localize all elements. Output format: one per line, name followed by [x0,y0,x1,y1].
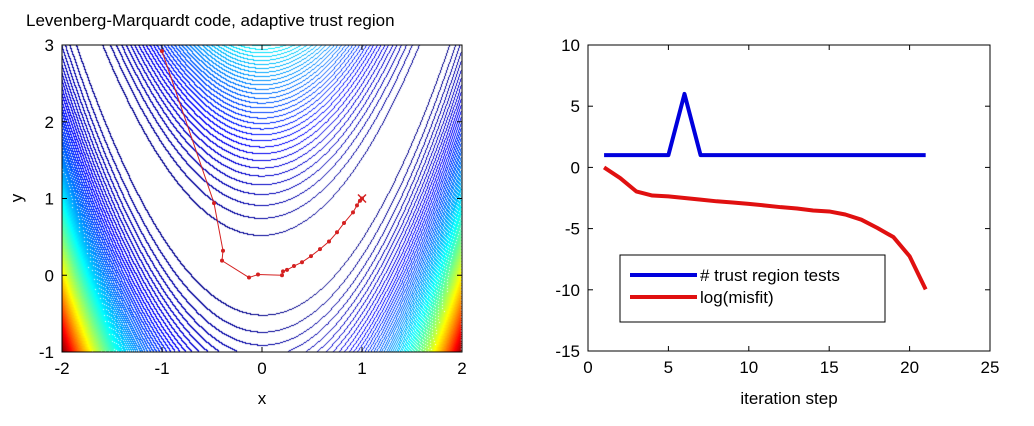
path-point [280,273,284,278]
y-tick-label: 2 [45,113,54,132]
path-point [318,247,322,252]
legend-label: log(misfit) [700,288,774,307]
left-axes-box [61,44,463,353]
left-title: Levenberg-Marquardt code, adaptive trust… [26,11,395,30]
path-point [342,221,346,226]
path-point [309,254,313,259]
end-marker [357,193,367,204]
y-tick-label: -5 [565,220,580,239]
path-point [160,49,164,54]
x-tick-label: 1 [357,359,366,378]
y-tick-label: 5 [571,97,580,116]
y-tick-label: -1 [39,343,54,362]
series-line-1 [602,165,928,291]
x-tick-label: 15 [820,358,839,377]
path-point [247,275,251,280]
path-point [220,258,224,263]
right-xlabel: iteration step [740,389,837,408]
y-tick-label: 0 [571,158,580,177]
path-point [212,201,216,206]
path-point [335,230,339,235]
path-point [281,269,285,274]
y-tick-label: -15 [555,342,580,361]
y-tick-label: -10 [555,281,580,300]
x-tick-label: -2 [54,359,69,378]
legend-box [619,254,886,323]
path-point [327,239,331,244]
x-tick-label: 0 [583,358,592,377]
path-point [256,272,260,277]
path-point [292,264,296,269]
path-point [355,203,359,208]
y-tick-label: 0 [45,266,54,285]
path-point [300,260,304,265]
legend-label: # trust region tests [700,266,840,285]
y-tick-label: 10 [561,36,580,55]
path-point [351,210,355,215]
x-tick-label: 10 [739,358,758,377]
x-tick-label: 2 [457,359,466,378]
x-tick-label: 5 [664,358,673,377]
x-tick-label: -1 [154,359,169,378]
path-point [221,248,225,253]
x-tick-label: 25 [981,358,1000,377]
optimization-path [161,50,363,279]
y-tick-label: 1 [45,190,54,209]
left-xlabel: x [258,389,267,408]
x-tick-label: 0 [257,359,266,378]
contour-plot [62,45,462,352]
x-tick-label: 20 [900,358,919,377]
left-ylabel: y [7,193,26,202]
right-axes-box [587,44,991,352]
path-point [285,267,289,272]
series-line-0 [604,91,926,158]
y-tick-label: 3 [45,36,54,55]
